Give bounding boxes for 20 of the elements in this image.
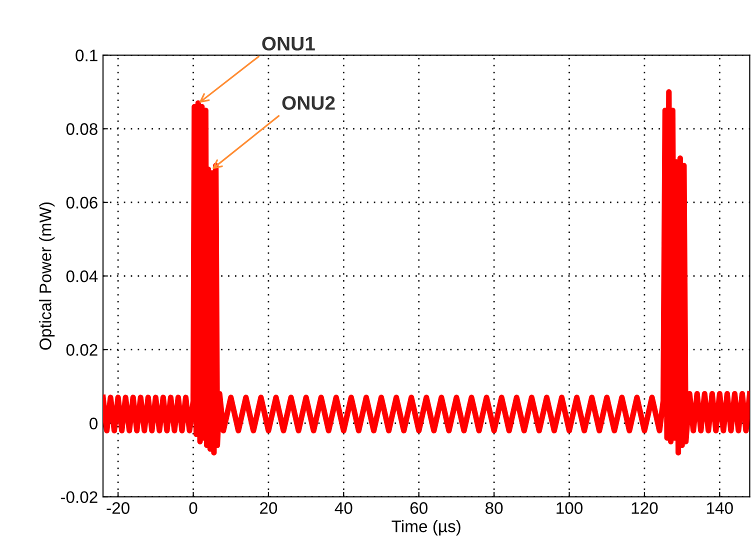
y-axis-title: Optical Power (mW) [39, 202, 55, 350]
y-tick-label: 0.08 [66, 123, 98, 135]
x-tick-label: 140 [707, 502, 733, 514]
x-tick-label: 20 [260, 502, 278, 514]
x-tick-label: 80 [486, 502, 503, 514]
x-tick-label: 120 [632, 502, 658, 514]
y-tick-label: 0.06 [66, 196, 98, 209]
y-tick-label: 0 [90, 418, 98, 430]
y-tick-label: 0.02 [66, 344, 98, 356]
y-tick-label: 0.1 [76, 50, 98, 62]
x-axis-title: Time (µs) [392, 520, 460, 536]
x-tick-label: 40 [334, 502, 352, 514]
annotation: ONU1 [262, 36, 315, 51]
x-tick-label: 100 [556, 502, 583, 514]
x-tick-label: 60 [410, 502, 428, 514]
y-tick-label: 0.04 [66, 270, 98, 282]
x-tick-label: 0 [189, 502, 198, 514]
x-tick-label: -20 [106, 502, 130, 514]
y-tick-label: -0.02 [60, 491, 98, 504]
annotation: ONU2 [282, 96, 335, 110]
